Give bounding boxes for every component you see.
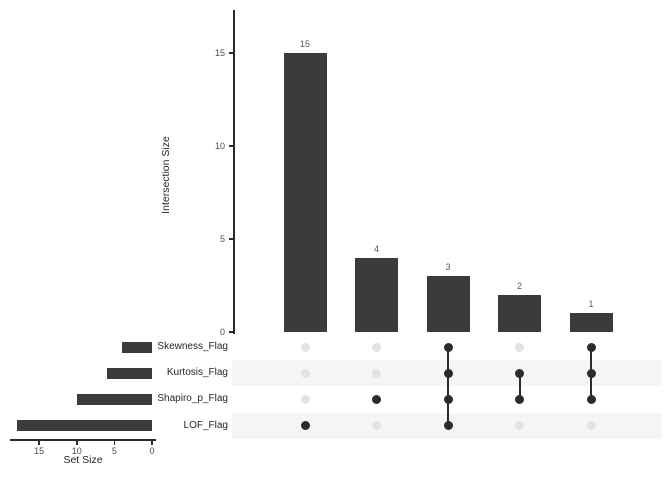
set-size-bar bbox=[121, 341, 152, 353]
intersection-bar bbox=[355, 257, 398, 332]
set-label: Kurtosis_Flag bbox=[166, 367, 228, 379]
y-tick-mark bbox=[229, 238, 233, 240]
bar-value-label: 2 bbox=[516, 280, 522, 291]
matrix-dot-active bbox=[586, 342, 596, 352]
matrix-dot-inactive bbox=[515, 342, 524, 352]
matrix-dot-inactive bbox=[300, 368, 310, 378]
set-label: LOF_Flag bbox=[183, 419, 228, 431]
y-tick-mark bbox=[229, 331, 233, 333]
bar-value-label: 15 bbox=[299, 39, 310, 49]
y-tick-label: 0 bbox=[219, 327, 225, 337]
matrix-dot-inactive bbox=[372, 368, 381, 378]
matrix-dot-active bbox=[443, 368, 453, 378]
matrix-dot-active bbox=[372, 394, 381, 404]
y-tick-label: 5 bbox=[219, 234, 225, 244]
matrix-dot-active bbox=[586, 394, 596, 404]
x-tick-label: 5 bbox=[111, 445, 117, 456]
y-tick-mark bbox=[229, 145, 233, 147]
intersection-size-axis-title: Intersection Size bbox=[160, 136, 172, 214]
x-tick-label: 10 bbox=[71, 445, 82, 456]
x-tick-label: 15 bbox=[34, 445, 45, 456]
set-size-bar bbox=[106, 367, 152, 379]
set-label: Skewness_Flag bbox=[157, 341, 228, 352]
set-label: Shapiro_p_Flag bbox=[157, 393, 228, 405]
set-size-x-axis-line bbox=[10, 439, 156, 441]
x-tick-label: 0 bbox=[149, 445, 155, 456]
x-tick-mark bbox=[76, 440, 78, 445]
set-size-axis-title: Set Size bbox=[63, 454, 103, 466]
y-tick-mark bbox=[229, 52, 233, 54]
intersection-bar bbox=[426, 276, 470, 332]
matrix-connector bbox=[518, 373, 521, 400]
bar-value-label: 4 bbox=[373, 243, 379, 254]
intersection-bar bbox=[498, 294, 541, 332]
matrix-dot-active bbox=[300, 421, 310, 431]
matrix-dot-inactive bbox=[515, 421, 524, 431]
matrix-dot-inactive bbox=[372, 342, 381, 352]
y-tick-label: 10 bbox=[214, 141, 225, 151]
matrix-dot-active bbox=[443, 421, 453, 431]
x-tick-mark bbox=[113, 440, 116, 445]
matrix-connector bbox=[447, 347, 449, 426]
matrix-dot-inactive bbox=[300, 394, 310, 404]
intersection-bar bbox=[569, 313, 613, 332]
x-tick-mark bbox=[38, 440, 40, 445]
matrix-dot-active bbox=[586, 368, 596, 378]
bar-value-label: 1 bbox=[588, 299, 594, 310]
matrix-dot-active bbox=[515, 368, 524, 378]
matrix-dot-inactive bbox=[586, 421, 596, 431]
intersection-y-axis-line bbox=[233, 10, 235, 334]
matrix-dot-active bbox=[443, 394, 453, 404]
matrix-dot-active bbox=[443, 342, 453, 352]
y-tick-label: 15 bbox=[214, 48, 225, 58]
bar-value-label: 3 bbox=[445, 262, 451, 273]
set-size-bar bbox=[16, 420, 152, 432]
matrix-dot-active bbox=[515, 394, 524, 404]
intersection-bar bbox=[283, 53, 327, 332]
matrix-dot-inactive bbox=[372, 421, 381, 431]
matrix-dot-inactive bbox=[300, 342, 310, 352]
set-size-bar bbox=[76, 393, 152, 405]
x-tick-mark bbox=[151, 440, 153, 445]
